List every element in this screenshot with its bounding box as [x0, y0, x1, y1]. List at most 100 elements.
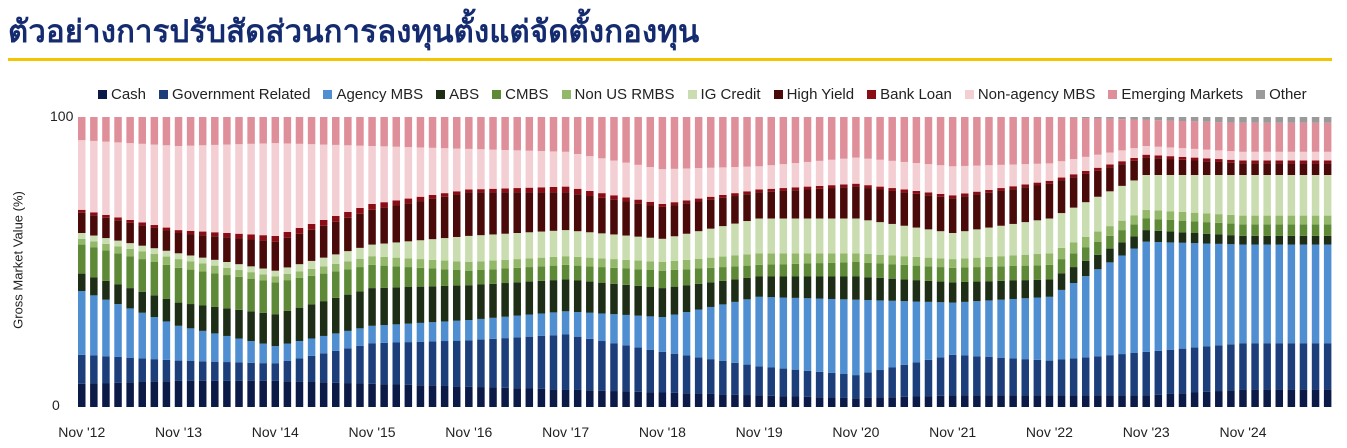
bar-segment: [223, 262, 231, 268]
bar-segment: [319, 301, 328, 336]
bar-segment: [235, 238, 243, 265]
bar-segment: [924, 266, 933, 281]
bar-segment: [719, 194, 727, 198]
bar-segment: [1287, 163, 1296, 175]
bar-segment: [1311, 163, 1320, 175]
bar-segment: [78, 383, 86, 407]
bar-segment: [973, 229, 981, 258]
bar-segment: [586, 156, 594, 191]
bar-segment: [1275, 175, 1284, 216]
bar-segment: [997, 256, 1005, 267]
bar-segment: [477, 387, 485, 407]
bar-segment: [1118, 150, 1126, 162]
bar-segment: [247, 311, 255, 342]
bar-segment: [694, 393, 703, 407]
bar-segment: [610, 267, 618, 284]
bar-segment: [1130, 157, 1138, 161]
bar-segment: [840, 187, 848, 219]
bar-segment: [936, 231, 945, 259]
bar-segment: [392, 287, 400, 325]
bar-segment: [416, 385, 425, 407]
bar-segment: [634, 285, 642, 316]
bar-segment: [1033, 395, 1042, 407]
bar-segment: [573, 389, 582, 407]
bar-segment: [719, 304, 727, 361]
bar-segment: [150, 254, 159, 262]
bar-segment: [186, 269, 195, 305]
bar-segment: [1106, 117, 1114, 119]
bar-segment: [1311, 160, 1320, 164]
bar-segment: [235, 233, 243, 239]
bar-segment: [1299, 151, 1308, 161]
bar-segment: [1057, 247, 1066, 260]
bar-segment: [1118, 255, 1126, 355]
bar-segment: [1202, 121, 1211, 150]
bar-segment: [392, 257, 400, 267]
bar-segment: [561, 192, 570, 231]
bar-segment: [900, 264, 909, 280]
bar-segment: [501, 188, 509, 193]
bar-segment: [791, 369, 800, 397]
bar-segment: [707, 199, 715, 229]
bar-segment: [525, 187, 534, 193]
bar-segment: [1009, 186, 1017, 190]
bar-segment: [1178, 156, 1187, 160]
bar-segment: [1045, 180, 1054, 184]
bar-segment: [356, 207, 364, 214]
bar-segment: [1215, 159, 1223, 162]
bar-segment: [1130, 180, 1138, 216]
bar-segment: [598, 258, 606, 268]
bar-segment: [452, 285, 461, 321]
bar-segment: [259, 117, 267, 144]
legend-swatch: [436, 90, 446, 99]
bar-segment: [985, 189, 993, 193]
bar-segment: [1154, 210, 1163, 220]
bar-segment: [138, 245, 146, 252]
bar-segment: [791, 263, 800, 277]
bar-segment: [368, 204, 376, 210]
bar-segment: [404, 198, 413, 204]
bar-segment: [404, 147, 413, 199]
bar-segment: [973, 301, 981, 357]
bar-segment: [1069, 358, 1078, 396]
bar-segment: [1130, 395, 1138, 407]
bar-segment: [779, 190, 788, 219]
bar-segment: [924, 257, 933, 267]
bar-segment: [1190, 243, 1199, 348]
bar-segment: [1299, 235, 1308, 245]
bar-segment: [852, 218, 860, 254]
bar-segment: [852, 262, 860, 277]
bar-segment: [150, 227, 159, 249]
bar-segment: [404, 384, 413, 407]
bar-segment: [1142, 218, 1150, 231]
bar-segment: [332, 117, 340, 145]
bar-segment: [682, 168, 691, 201]
bar-segment: [489, 234, 497, 261]
bar-segment: [586, 257, 594, 267]
bar-segment: [731, 255, 739, 267]
bar-segment: [900, 161, 909, 190]
bar-segment: [731, 193, 739, 197]
bar-segment: [1081, 395, 1090, 407]
bar-segment: [477, 192, 485, 236]
bar-segment: [936, 281, 945, 303]
bar-segment: [936, 165, 945, 194]
bar-segment: [150, 248, 159, 255]
bar-segment: [78, 244, 86, 274]
bar-segment: [622, 235, 630, 260]
bar-segment: [477, 117, 485, 150]
bar-segment: [1227, 122, 1235, 152]
bar-segment: [1251, 215, 1259, 225]
bar-segment: [1263, 160, 1271, 164]
bar-segment: [707, 267, 715, 283]
bar-segment: [150, 262, 159, 296]
bar-segment: [1227, 175, 1235, 215]
bar-segment: [827, 372, 836, 398]
bar-segment: [779, 368, 788, 397]
bar-segment: [694, 231, 703, 259]
bar-segment: [948, 395, 957, 407]
bar-segment: [912, 256, 921, 266]
bar-segment: [961, 281, 969, 302]
bar-segment: [1142, 119, 1150, 146]
bar-segment: [186, 380, 195, 407]
